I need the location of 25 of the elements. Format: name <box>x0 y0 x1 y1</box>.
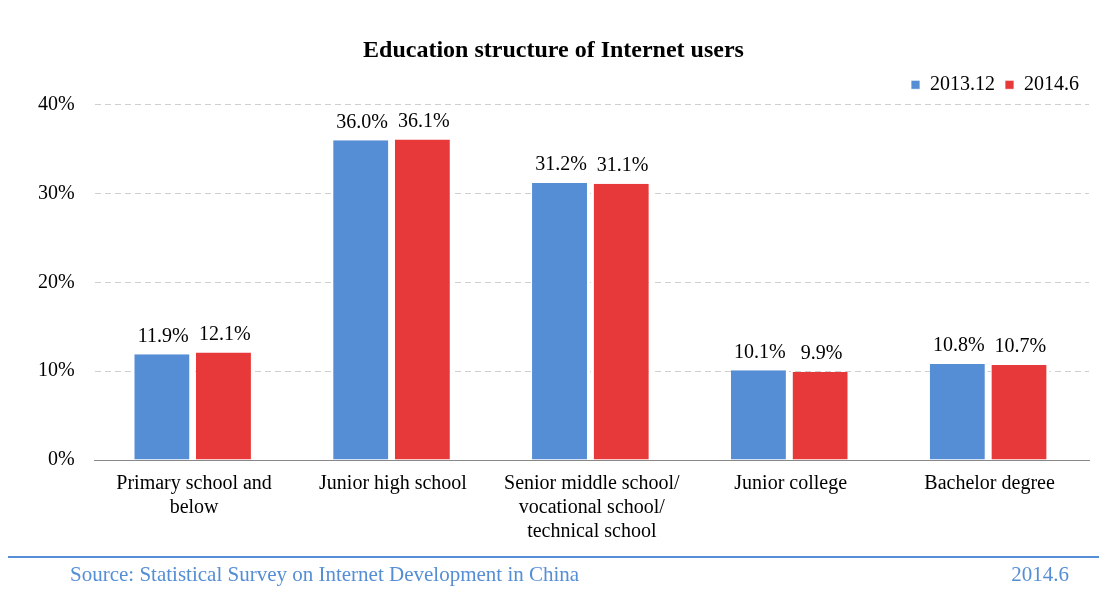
chart-title: Education structure of Internet users <box>363 35 744 62</box>
y-tick-label: 40% <box>37 92 75 115</box>
x-tick-label: Junior college <box>734 471 848 495</box>
text: 2014.6 <box>1011 562 1069 587</box>
data-label: 11.9% <box>137 323 189 346</box>
data-label: 10.8% <box>932 333 985 356</box>
data-label: 31.1% <box>596 153 649 176</box>
data-label: 10.7% <box>994 334 1047 357</box>
legend-label: 2013.12 <box>930 72 995 95</box>
legend-label: 2014.6 <box>1024 72 1079 95</box>
y-tick-label: 0% <box>47 447 75 470</box>
x-tick-label: Junior high school <box>319 471 468 495</box>
x-tick-label: Bachelor degree <box>924 471 1055 495</box>
y-tick-label: 30% <box>37 180 75 203</box>
y-tick-label: 20% <box>37 269 75 292</box>
data-label: 36.0% <box>336 109 388 132</box>
y-tick-label: 10% <box>37 358 75 381</box>
source-note: Source: Statistical Survey on Internet Development in China <box>70 562 580 587</box>
data-label: 10.1% <box>734 339 786 362</box>
data-label: 12.1% <box>199 321 251 344</box>
data-label: 36.1% <box>397 108 450 131</box>
data-label: 31.2% <box>535 152 587 175</box>
x-tick-label: Primary school and below <box>116 471 272 518</box>
x-tick-label: Senior middle school/vocational school/technical school <box>504 471 681 542</box>
data-label: 9.9% <box>800 341 843 364</box>
